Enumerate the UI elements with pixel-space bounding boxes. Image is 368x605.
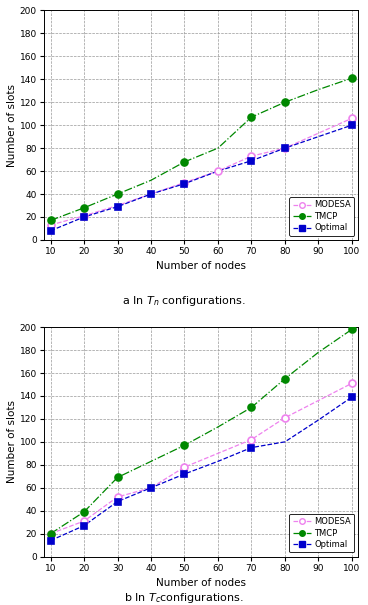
Legend: MODESA, TMCP, Optimal: MODESA, TMCP, Optimal: [289, 197, 354, 236]
Text: b In $T_c$configurations.: b In $T_c$configurations.: [124, 590, 244, 605]
X-axis label: Number of nodes: Number of nodes: [156, 578, 246, 588]
X-axis label: Number of nodes: Number of nodes: [156, 261, 246, 272]
Legend: MODESA, TMCP, Optimal: MODESA, TMCP, Optimal: [289, 514, 354, 552]
Text: a In $T_n$ configurations.: a In $T_n$ configurations.: [122, 294, 246, 308]
Y-axis label: Number of slots: Number of slots: [7, 401, 17, 483]
Y-axis label: Number of slots: Number of slots: [7, 83, 17, 167]
